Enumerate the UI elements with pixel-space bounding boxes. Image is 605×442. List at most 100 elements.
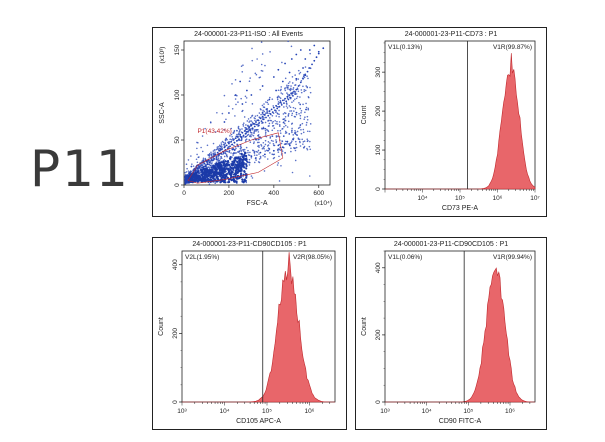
scatter-point bbox=[322, 47, 325, 50]
scatter-point bbox=[299, 81, 302, 84]
scatter-point bbox=[252, 134, 255, 137]
scatter-point bbox=[245, 181, 248, 184]
scatter-point bbox=[266, 101, 269, 104]
scatter-point bbox=[245, 128, 248, 131]
scatter-point bbox=[249, 141, 252, 144]
y-axis-label: Count bbox=[361, 317, 368, 336]
gate-left-label: V1L(0.13%) bbox=[388, 44, 422, 51]
scatter-point bbox=[211, 164, 213, 166]
scatter-point bbox=[217, 146, 220, 148]
scatter-point bbox=[255, 159, 257, 161]
scatter-point bbox=[185, 182, 187, 184]
scatter-point bbox=[266, 110, 269, 113]
scatter-point bbox=[187, 159, 190, 161]
scatter-point bbox=[241, 178, 244, 181]
scatter-point bbox=[282, 118, 284, 121]
scatter-point bbox=[273, 144, 275, 147]
scatter-point bbox=[257, 131, 260, 133]
scatter-point bbox=[288, 81, 291, 83]
scatter-point bbox=[278, 180, 281, 182]
scatter-point bbox=[219, 145, 221, 148]
scatter-point bbox=[201, 174, 204, 177]
gate-label: P1(43.42%) bbox=[197, 128, 231, 135]
scatter-point bbox=[242, 134, 245, 137]
scatter-point bbox=[235, 140, 238, 142]
scatter-point bbox=[234, 98, 237, 100]
scatter-point bbox=[276, 123, 279, 125]
scatter-point bbox=[231, 107, 234, 110]
scatter-point bbox=[245, 89, 248, 92]
scatter-point bbox=[267, 125, 270, 127]
scatter-point bbox=[304, 58, 307, 60]
y-tick-label: 400 bbox=[375, 262, 382, 273]
scatter-point bbox=[302, 141, 305, 143]
scatter-point bbox=[242, 149, 244, 151]
scatter-point bbox=[218, 144, 221, 147]
scatter-point bbox=[278, 155, 280, 158]
histogram-cd90: 24-000001-23-P11-CD90CD105 : P1 V1L(0.06%… bbox=[355, 237, 547, 430]
scatter-point bbox=[231, 83, 233, 85]
scatter-point bbox=[221, 112, 224, 115]
scatter-point bbox=[266, 128, 268, 131]
scatter-point bbox=[252, 149, 255, 152]
scatter-point bbox=[237, 101, 239, 103]
scatter-point bbox=[248, 139, 251, 141]
scatter-point bbox=[317, 52, 320, 55]
scatter-point bbox=[189, 170, 192, 172]
scatter-point bbox=[244, 136, 246, 138]
scatter-point bbox=[262, 141, 265, 144]
x-tick-label: 10⁴ bbox=[417, 195, 427, 202]
scatter-point bbox=[272, 105, 275, 107]
scatter-point bbox=[256, 154, 258, 157]
scatter-point bbox=[286, 95, 289, 98]
scatter-point bbox=[288, 71, 291, 74]
x-tick-label: 10⁶ bbox=[305, 408, 315, 415]
scatter-point bbox=[268, 117, 271, 119]
scatter-point bbox=[307, 96, 310, 99]
scatter-point bbox=[287, 115, 290, 117]
scatter-point bbox=[256, 114, 259, 117]
scatter-point bbox=[261, 115, 264, 118]
scatter-point bbox=[306, 70, 309, 73]
scatter-point bbox=[248, 154, 251, 157]
scatter-point bbox=[275, 89, 277, 92]
gate-right-label: V2R(98.05%) bbox=[293, 254, 332, 261]
scatter-point bbox=[253, 129, 256, 131]
scatter-point bbox=[213, 166, 216, 169]
scatter-point bbox=[277, 144, 280, 147]
scatter-point bbox=[276, 113, 279, 115]
scatter-point bbox=[236, 160, 239, 163]
scatter-point bbox=[220, 172, 223, 175]
scatter-point bbox=[291, 112, 294, 115]
scatter-point bbox=[290, 147, 292, 150]
x-tick-label: 10⁴ bbox=[422, 408, 432, 415]
scatter-point bbox=[212, 159, 215, 162]
scatter-point bbox=[251, 103, 254, 105]
scatter-point bbox=[293, 90, 295, 93]
x-tick-label: 10⁵ bbox=[463, 408, 473, 415]
scatter-point bbox=[232, 147, 235, 150]
scatter-point bbox=[232, 163, 235, 166]
scatter-point bbox=[261, 112, 264, 114]
scatter-point bbox=[235, 180, 238, 183]
scatter-point bbox=[271, 129, 274, 132]
scatter-point bbox=[208, 163, 211, 166]
scatter-point bbox=[237, 127, 240, 129]
scatter-point bbox=[282, 113, 285, 115]
scatter-point bbox=[306, 75, 308, 78]
scatter-point bbox=[245, 163, 248, 166]
scatter-point bbox=[279, 97, 282, 100]
scatter-point bbox=[294, 90, 297, 93]
scatter-point bbox=[263, 103, 265, 105]
scatter-point bbox=[305, 85, 308, 87]
scatter-point bbox=[279, 99, 282, 102]
scatter-point bbox=[282, 121, 285, 124]
scatter-point bbox=[258, 138, 260, 141]
scatter-point bbox=[210, 154, 213, 156]
scatter-point bbox=[257, 133, 260, 136]
scatter-point bbox=[284, 152, 286, 154]
scatter-point bbox=[290, 85, 292, 87]
scatter-point bbox=[245, 176, 248, 179]
scatter-point bbox=[294, 84, 297, 86]
scatter-point bbox=[236, 171, 239, 174]
